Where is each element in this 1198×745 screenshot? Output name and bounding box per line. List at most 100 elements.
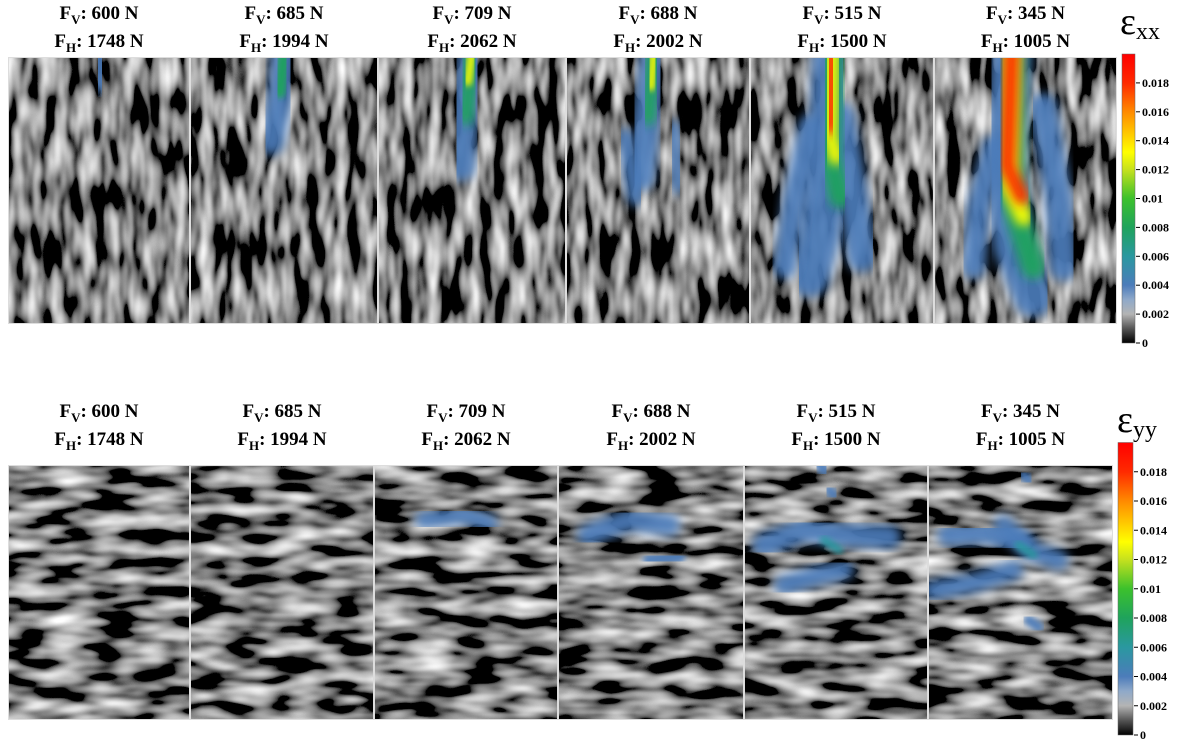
force-value: : 1748 N — [76, 31, 144, 52]
force-subscript: H — [618, 438, 628, 453]
colorbar-tick-label: 0.002 — [1140, 699, 1167, 713]
force-subscript: H — [803, 438, 813, 453]
strain-symbol: ε — [1117, 399, 1133, 441]
force-symbol: F — [802, 3, 814, 24]
strain-band — [88, 57, 112, 93]
force-symbol: F — [239, 31, 251, 52]
force-symbol: F — [59, 401, 71, 422]
strain-band — [773, 115, 822, 279]
force-subscript: V — [630, 12, 640, 27]
force-symbol: F — [981, 31, 993, 52]
panel-title: FV: 685 N — [242, 401, 321, 425]
force-subscript: V — [808, 410, 818, 425]
strain-band — [415, 506, 498, 532]
force-symbol: F — [981, 401, 993, 422]
force-subscript: H — [66, 438, 76, 453]
force-subscript: H — [433, 438, 443, 453]
panel-border — [750, 57, 934, 324]
colorbar-tick-label: 0.002 — [1142, 307, 1169, 321]
force-value: : 709 N — [453, 3, 511, 24]
panel-border — [928, 465, 1113, 720]
strain-map — [8, 465, 190, 720]
force-subscript: V — [993, 410, 1003, 425]
strain-band — [273, 57, 290, 98]
force-symbol: F — [797, 31, 809, 52]
force-value: : 1994 N — [259, 429, 327, 450]
force-subscript: H — [249, 438, 259, 453]
force-value: : 2062 N — [449, 31, 517, 52]
force-value: : 1005 N — [1003, 31, 1071, 52]
force-symbol: F — [611, 401, 623, 422]
force-value: : 600 N — [80, 3, 138, 24]
force-symbol: F — [618, 3, 630, 24]
force-symbol: F — [613, 31, 625, 52]
force-symbol: F — [237, 429, 249, 450]
strain-map — [750, 57, 934, 324]
strain-band — [1018, 470, 1034, 485]
panel-title: FV: 515 N — [796, 401, 875, 425]
colorbar-tick-label: 0.004 — [1140, 670, 1167, 684]
panel-border — [8, 465, 190, 720]
force-value: : 709 N — [447, 401, 505, 422]
colorbar-tick-label: 0.012 — [1140, 553, 1167, 567]
colorbar-tick-label: 0.014 — [1142, 134, 1169, 148]
colorbar-tick-label: 0.01 — [1142, 192, 1163, 206]
force-value: : 688 N — [639, 3, 697, 24]
map-speckle — [8, 57, 190, 324]
strain-band — [1029, 93, 1078, 281]
colorbar-tick-label: 0.018 — [1140, 465, 1167, 479]
strain-map — [378, 57, 566, 324]
force-subscript: H — [439, 40, 449, 55]
strain-band — [642, 551, 686, 566]
strain-band — [617, 128, 645, 206]
panel-title: FH: 1005 N — [981, 31, 1071, 55]
strain-band — [823, 57, 839, 134]
force-subscript: H — [987, 438, 997, 453]
force-symbol: F — [59, 3, 71, 24]
panel-title: FV: 709 N — [426, 401, 505, 425]
force-subscript: H — [251, 40, 261, 55]
strain-band — [577, 509, 681, 546]
panel-title: FV: 688 N — [611, 401, 690, 425]
strain-map — [566, 57, 750, 324]
strain-band — [961, 135, 1006, 279]
force-symbol: F — [54, 31, 66, 52]
map-speckle — [190, 465, 374, 720]
force-subscript: V — [438, 410, 448, 425]
force-subscript: V — [623, 410, 633, 425]
force-value: : 685 N — [263, 401, 321, 422]
panel-border — [566, 57, 750, 324]
panel-title: FV: 709 N — [432, 3, 511, 27]
colorbar-tick-label: 0.014 — [1140, 523, 1167, 537]
colorbar-tick-label: 0.01 — [1140, 582, 1161, 596]
strain-subscript: yy — [1133, 417, 1157, 443]
force-subscript: H — [625, 40, 635, 55]
strain-symbol: ε — [1120, 1, 1136, 43]
panel-title: FH: 2062 N — [421, 429, 511, 453]
panel-border — [378, 57, 566, 324]
strain-band — [774, 560, 854, 595]
force-value: : 2062 N — [443, 429, 511, 450]
force-value: : 685 N — [265, 3, 323, 24]
force-value: : 1500 N — [819, 31, 887, 52]
panel-title: FH: 1994 N — [237, 429, 327, 453]
strain-band — [1014, 541, 1038, 559]
panel-title: FV: 688 N — [618, 3, 697, 27]
panel-title: FH: 1748 N — [54, 429, 144, 453]
colorbar-tick-label: 0 — [1140, 728, 1146, 740]
force-symbol: F — [427, 31, 439, 52]
panel-border — [744, 465, 928, 720]
force-symbol: F — [796, 401, 808, 422]
panel-title: FV: 345 N — [986, 3, 1065, 27]
force-subscript: V — [998, 12, 1008, 27]
panel-title: FV: 685 N — [244, 3, 323, 27]
colorbar — [1121, 53, 1136, 344]
panel-title: FH: 1005 N — [976, 429, 1066, 453]
strain-band — [825, 102, 877, 272]
force-value: : 688 N — [632, 401, 690, 422]
force-symbol: F — [426, 401, 438, 422]
panel-border — [8, 57, 190, 324]
force-value: : 2002 N — [628, 429, 696, 450]
